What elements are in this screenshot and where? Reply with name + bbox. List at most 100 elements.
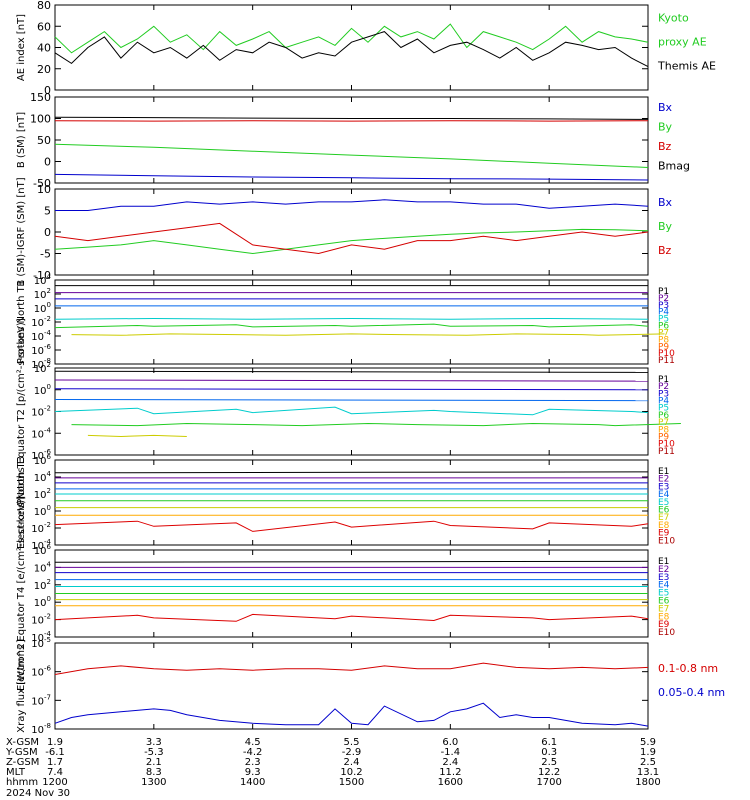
- y-axis-label: Protons Equator T2 [p/(cm²-s-sr-keV)]: [16, 318, 27, 505]
- legend-entry: P7: [658, 328, 669, 338]
- x-axis-row-value: 1800: [635, 777, 660, 788]
- legend-entry: P5: [658, 404, 669, 414]
- series-line-by: [54, 143, 649, 168]
- x-axis-row-value: 0.3: [541, 747, 557, 758]
- y-tick-label: 10-4: [31, 329, 51, 343]
- x-axis-row-value: 5.5: [344, 737, 360, 748]
- y-tick-label: 80: [37, 0, 51, 12]
- x-axis-row-value: 11.2: [439, 767, 461, 778]
- y-tick-label: 10-2: [31, 521, 51, 535]
- y-tick-label: 10-4: [31, 630, 51, 644]
- x-axis-row-value: 7.4: [47, 767, 63, 778]
- y-axis-label: B (SM)-IGRF (SM) [nT]: [16, 177, 27, 286]
- legend-entry: E9: [658, 529, 670, 539]
- legend-entry: P6: [658, 411, 669, 421]
- y-tick-label: 10-2: [31, 405, 51, 419]
- legend-entry: Bz: [658, 244, 672, 257]
- legend-entry: By: [658, 220, 673, 233]
- legend-entry: P4: [658, 308, 669, 318]
- legend-entry: E8: [658, 521, 670, 531]
- x-axis-row-value: 2.1: [146, 757, 162, 768]
- y-tick-label: 102: [34, 287, 51, 301]
- series-line-bx: [55, 199, 649, 211]
- series-line-bmag: [54, 116, 649, 120]
- series-line-p5: [54, 317, 649, 320]
- y-tick-label: 10-7: [31, 693, 51, 707]
- legend-entry: 0.05-0.4 nm: [658, 686, 725, 699]
- x-axis-row-value: -5.3: [144, 747, 164, 758]
- legend-entry: E3: [658, 482, 669, 492]
- legend-entry: P6: [658, 322, 669, 332]
- legend-entry: P1: [658, 287, 669, 297]
- x-axis-row-value: 4.5: [245, 737, 261, 748]
- legend-entry: E5: [658, 498, 669, 508]
- legend-entry: P2: [658, 382, 669, 392]
- legend-entry: E10: [658, 628, 675, 638]
- y-tick-label: 10-4: [31, 426, 51, 440]
- y-tick-label: 106: [34, 543, 52, 557]
- x-axis-row-value: 2.5: [541, 757, 557, 768]
- x-axis-row-value: 1200: [42, 777, 67, 788]
- y-tick-label: 104: [34, 273, 52, 287]
- y-tick-label: 104: [34, 560, 52, 574]
- legend-entry: E7: [658, 604, 669, 614]
- legend-entry: E9: [658, 620, 670, 630]
- series-line-e1: [54, 471, 649, 474]
- series-line-0-05-0-4-nm: [54, 702, 649, 727]
- x-axis-row-value: 5.9: [640, 737, 656, 748]
- legend-entry: E10: [658, 536, 675, 546]
- x-axis-row-value: 6.1: [541, 737, 557, 748]
- x-axis-row-label: hhmm: [6, 777, 38, 788]
- y-tick-label: 10: [37, 183, 51, 196]
- legend-entry: E1: [658, 557, 669, 567]
- x-axis-row-value: 9.3: [245, 767, 261, 778]
- x-axis-row-label: Z-GSM: [6, 757, 39, 768]
- x-axis-row-value: 2.5: [640, 757, 656, 768]
- x-axis-row-value: 1500: [339, 777, 364, 788]
- panel-frame: [54, 4, 649, 91]
- y-tick-label: 106: [34, 453, 52, 467]
- x-axis-row-value: 1600: [438, 777, 463, 788]
- y-tick-label: -50: [33, 177, 51, 190]
- y-tick-label: 10-6: [31, 448, 51, 462]
- legend-entry: P8: [658, 425, 669, 435]
- legend-entry: E6: [658, 506, 670, 516]
- legend-entry: 0.1-0.8 nm: [658, 662, 718, 675]
- y-tick-label: 150: [30, 91, 51, 104]
- x-axis-row-value: 8.3: [146, 767, 162, 778]
- series-line-themis-ae: [54, 31, 649, 68]
- x-axis-row-label: MLT: [6, 767, 26, 778]
- y-tick-label: 40: [37, 42, 51, 55]
- panel-5: 10-4 10-2 100 102 104 106 Electrons North T3 E1…: [16, 453, 675, 552]
- legend-entry: E3: [658, 573, 669, 583]
- x-axis-row-value: -4.2: [243, 747, 263, 758]
- y-tick-label: 10-6: [31, 343, 51, 357]
- y-axis-label: Electrons Equator T4 [e/(cm²-s-sr-keV)]: [16, 496, 27, 691]
- series-line-p6: [71, 422, 681, 427]
- legend-entry: P4: [658, 397, 669, 407]
- x-axis-row-value: 1.9: [640, 747, 656, 758]
- y-tick-label: 0: [44, 156, 51, 169]
- legend-entry: P11: [658, 356, 675, 366]
- x-axis-row-value: -1.4: [441, 747, 461, 758]
- series-line-p5: [54, 406, 649, 416]
- legend-entry: P7: [658, 418, 669, 428]
- series-line-p7: [71, 333, 665, 336]
- y-tick-label: 10-2: [31, 613, 51, 627]
- y-tick-label: 20: [37, 63, 51, 76]
- y-tick-label: 102: [34, 578, 51, 592]
- x-axis-row-value: 3.3: [146, 737, 162, 748]
- series-line-0-1-0-8-nm: [54, 662, 649, 675]
- x-axis-row-value: -6.1: [45, 747, 65, 758]
- legend-entry: E2: [658, 565, 669, 575]
- y-axis-label: Protons North T1: [16, 280, 27, 364]
- x-axis-row-value: 1.9: [47, 737, 63, 748]
- x-axis-row-value: 1700: [536, 777, 561, 788]
- y-tick-label: 60: [37, 20, 51, 33]
- y-tick-label: 102: [34, 361, 51, 375]
- x-axis-row-value: 2.4: [344, 757, 360, 768]
- legend-entry: Bx: [658, 196, 673, 209]
